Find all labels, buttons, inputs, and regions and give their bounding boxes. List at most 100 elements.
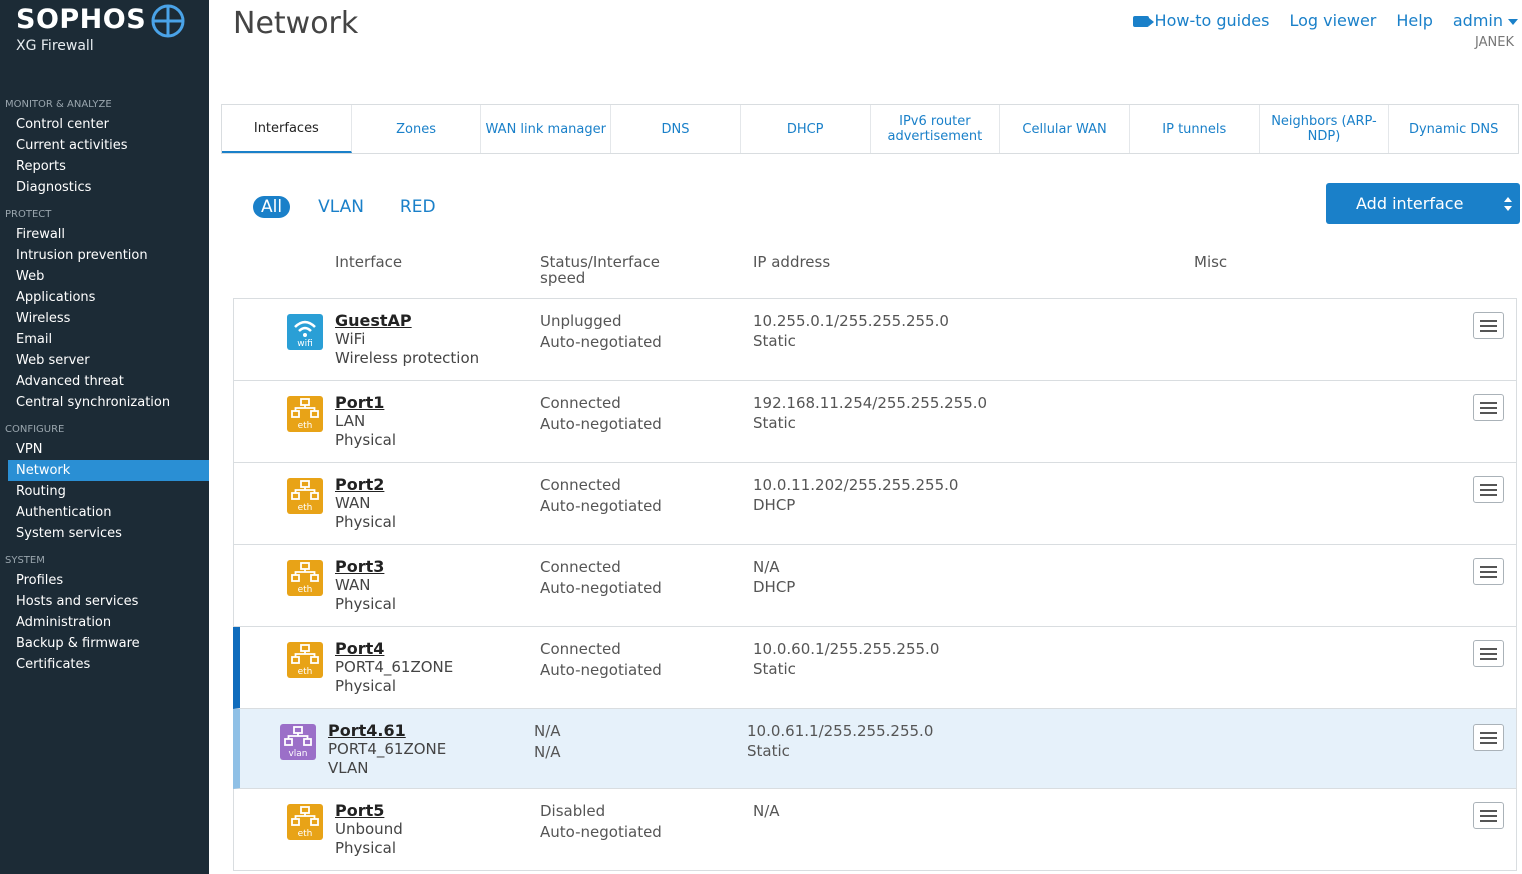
filter-red[interactable]: RED [399,197,436,217]
sidebar-item-administration[interactable]: Administration [16,615,112,630]
sidebar-item-vpn[interactable]: VPN [16,442,43,457]
tab-dynamic-dns[interactable]: Dynamic DNS [1408,121,1499,137]
table-row: wifi GuestAP WiFi Wireless protection Un… [233,299,1517,381]
interface-name-link[interactable]: Port2 [335,475,385,494]
interface-zone: PORT4_61ZONE [335,658,454,676]
row-menu-button[interactable] [1473,724,1504,751]
brand-product: XG Firewall [16,38,94,54]
status-cell: N/A N/A [534,721,561,763]
sidebar-item-diagnostics[interactable]: Diagnostics [16,180,92,195]
sidebar-item-control-center[interactable]: Control center [16,117,109,132]
add-interface-button[interactable]: Add interface [1326,183,1520,224]
table-row: vlan Port4.61 PORT4_61ZONE VLAN N/A N/A … [233,709,1517,789]
interface-name-link[interactable]: Port4.61 [328,721,406,740]
sidebar-item-backup-firmware[interactable]: Backup & firmware [16,636,140,651]
ip-cell: N/A DHCP [753,557,795,597]
interface-zone: PORT4_61ZONE [328,740,447,758]
interface-status: Connected [540,640,621,658]
sophos-globe-icon [151,4,185,38]
row-menu-button[interactable] [1473,640,1504,667]
sidebar-item-firewall[interactable]: Firewall [16,227,66,242]
sidebar-item-applications[interactable]: Applications [16,290,96,305]
user-menu[interactable]: admin [1453,11,1518,30]
filter-bar: All VLAN RED [253,196,472,218]
sidebar-item-hosts-services[interactable]: Hosts and services [16,594,139,609]
sidebar-item-wireless[interactable]: Wireless [16,311,71,326]
ethernet-icon: eth [287,396,323,432]
column-header-misc: Misc [1194,253,1228,271]
chevron-down-icon [1508,18,1518,25]
interface-cell: Port4 PORT4_61ZONE Physical [335,639,453,696]
howto-guides-label: How-to guides [1154,11,1270,30]
interface-ip-mode: Static [747,742,790,760]
tab-neighbors[interactable]: Neighbors (ARP-NDP) [1260,105,1390,153]
help-link[interactable]: Help [1396,11,1433,30]
interface-zone: WiFi [335,330,366,348]
status-cell: Connected Auto-negotiated [540,475,662,517]
sidebar-item-email[interactable]: Email [16,332,53,347]
sidebar-item-intrusion-prevention[interactable]: Intrusion prevention [16,248,148,263]
sidebar-item-web-server[interactable]: Web server [16,353,90,368]
sidebar-item-system-services[interactable]: System services [16,526,122,541]
filter-vlan[interactable]: VLAN [318,197,364,217]
row-menu-button[interactable] [1473,394,1504,421]
interface-ip: 10.0.11.202/255.255.255.0 [753,476,959,494]
tab-zones[interactable]: Zones [352,105,482,153]
brand: SOPHOS XG Firewall [16,4,146,54]
row-menu-button[interactable] [1473,558,1504,585]
table-row: eth Port5 Unbound Physical Disabled Auto… [233,789,1517,871]
icon-label: eth [297,829,313,839]
howto-guides-link[interactable]: How-to guides [1132,11,1270,30]
interface-name-link[interactable]: Port1 [335,393,385,412]
tab-ipv6-router-advertisement[interactable]: IPv6 router advertisement [871,105,1001,153]
interface-speed: N/A [534,743,561,761]
tab-wan-link-manager[interactable]: WAN link manager [481,105,612,153]
tab-dhcp[interactable]: DHCP [741,105,871,153]
tab-cellular-wan[interactable]: Cellular WAN [1000,105,1130,153]
interfaces-table: wifi GuestAP WiFi Wireless protection Un… [233,298,1517,871]
interface-ip: 192.168.11.254/255.255.255.0 [753,394,988,412]
device-name: JANEK [1475,35,1514,50]
interface-ip: N/A [753,558,780,576]
row-menu-button[interactable] [1473,312,1504,339]
nav-section-monitor: MONITOR & ANALYZE [5,99,112,110]
interface-name-link[interactable]: Port4 [335,639,385,658]
interface-ip: 10.255.0.1/255.255.255.0 [753,312,949,330]
row-menu-button[interactable] [1473,802,1504,829]
sidebar-item-reports[interactable]: Reports [16,159,66,174]
sidebar-item-profiles[interactable]: Profiles [16,573,64,588]
log-viewer-link[interactable]: Log viewer [1289,11,1377,30]
wifi-icon: wifi [287,314,323,350]
status-cell: Connected Auto-negotiated [540,557,662,599]
sidebar-item-authentication[interactable]: Authentication [16,505,112,520]
icon-label: eth [297,585,313,595]
tab-ip-tunnels[interactable]: IP tunnels [1130,105,1260,153]
sidebar-item-network[interactable]: Network [8,460,209,481]
interface-ip-mode: Static [753,414,796,432]
icon-label: eth [297,667,313,677]
nav-section-configure: CONFIGURE [5,424,65,435]
page-title: Network [233,6,359,41]
tab-interfaces[interactable]: Interfaces [222,105,352,153]
interface-name-link[interactable]: GuestAP [335,311,412,330]
tab-dns[interactable]: DNS [611,105,741,153]
sort-updown-icon [1504,197,1512,211]
sidebar-item-central-sync[interactable]: Central synchronization [16,395,171,410]
interface-name-link[interactable]: Port5 [335,801,385,820]
filter-all[interactable]: All [253,196,291,218]
ethernet-icon: eth [287,560,323,596]
tab-bar: Interfaces Zones WAN link manager DNS DH… [221,104,1519,154]
sidebar-item-advanced-threat[interactable]: Advanced threat [16,374,124,389]
sidebar-item-current-activities[interactable]: Current activities [16,138,128,153]
sidebar-item-certificates[interactable]: Certificates [16,657,91,672]
interface-status: Connected [540,476,621,494]
table-row: eth Port1 LAN Physical Connected Auto-ne… [233,381,1517,463]
row-menu-button[interactable] [1473,476,1504,503]
icon-label: eth [297,503,313,513]
interface-name-link[interactable]: Port3 [335,557,385,576]
add-interface-label: Add interface [1356,194,1464,213]
interface-speed: Auto-negotiated [540,415,662,433]
sidebar-item-web[interactable]: Web [16,269,45,284]
sidebar-item-routing[interactable]: Routing [16,484,66,499]
interface-zone: WAN [335,576,371,594]
